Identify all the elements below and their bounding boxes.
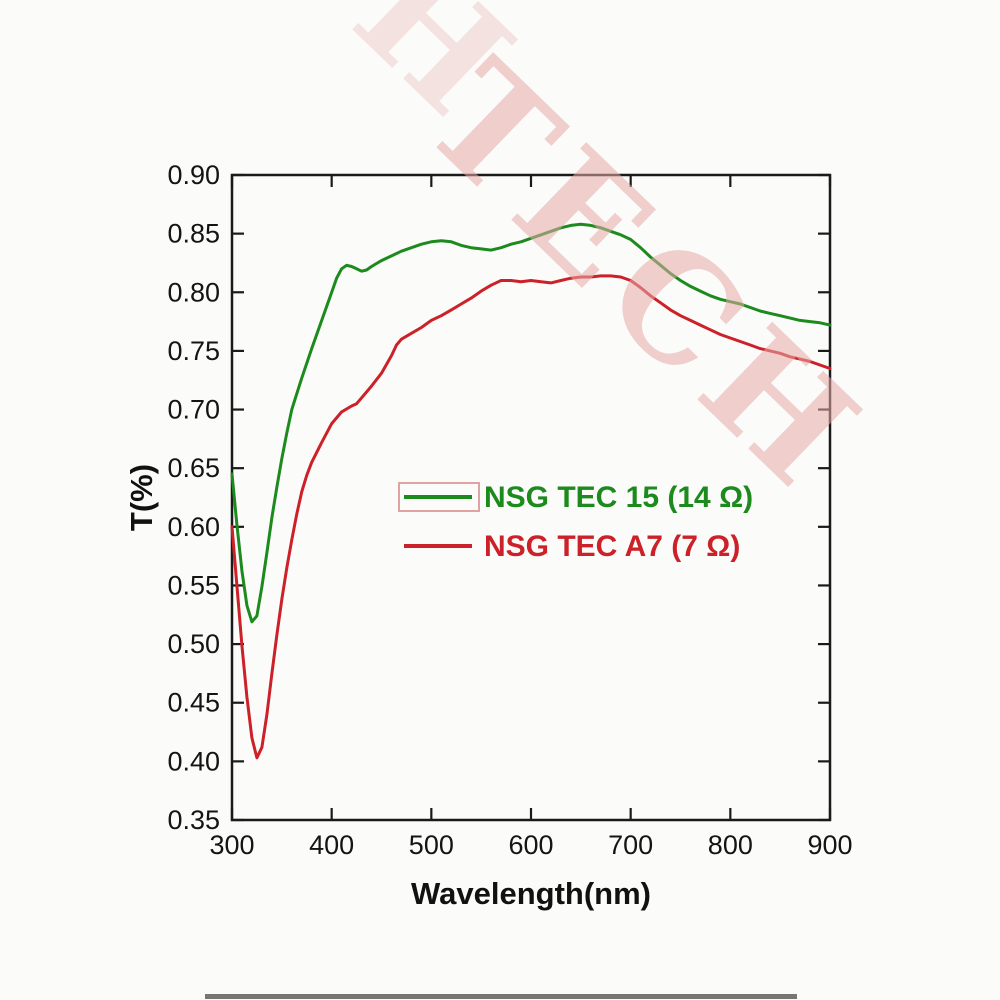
legend-label-0: NSG TEC 15 (14 Ω) [484, 481, 753, 514]
x-axis-title: Wavelength(nm) [411, 876, 651, 911]
series-line-0 [230, 222, 832, 624]
y-tick-label: 0.45 [167, 688, 220, 718]
x-tick-label: 300 [209, 830, 254, 860]
x-tick-label: 400 [309, 830, 354, 860]
y-tick-label: 0.35 [167, 805, 220, 835]
x-tick-label: 900 [807, 830, 852, 860]
y-axis-title: T(%) [124, 464, 159, 531]
legend-label-1: NSG TEC A7 (7 Ω) [484, 530, 740, 563]
legend-swatch-frame [398, 482, 480, 512]
series-line-1 [230, 274, 832, 760]
y-tick-label: 0.75 [167, 336, 220, 366]
y-tick-label: 0.80 [167, 277, 220, 307]
y-tick-label: 0.60 [167, 512, 220, 542]
y-tick-label: 0.70 [167, 395, 220, 425]
cropped-bottom-element [205, 994, 797, 999]
y-tick-label: 0.85 [167, 219, 220, 249]
x-tick-label: 600 [508, 830, 553, 860]
y-tick-label: 0.50 [167, 629, 220, 659]
y-tick-label: 0.90 [167, 160, 220, 190]
y-tick-label: 0.55 [167, 570, 220, 600]
x-tick-label: 800 [708, 830, 753, 860]
x-tick-label: 700 [608, 830, 653, 860]
y-tick-label: 0.65 [167, 453, 220, 483]
y-tick-label: 0.40 [167, 746, 220, 776]
x-tick-label: 500 [409, 830, 454, 860]
